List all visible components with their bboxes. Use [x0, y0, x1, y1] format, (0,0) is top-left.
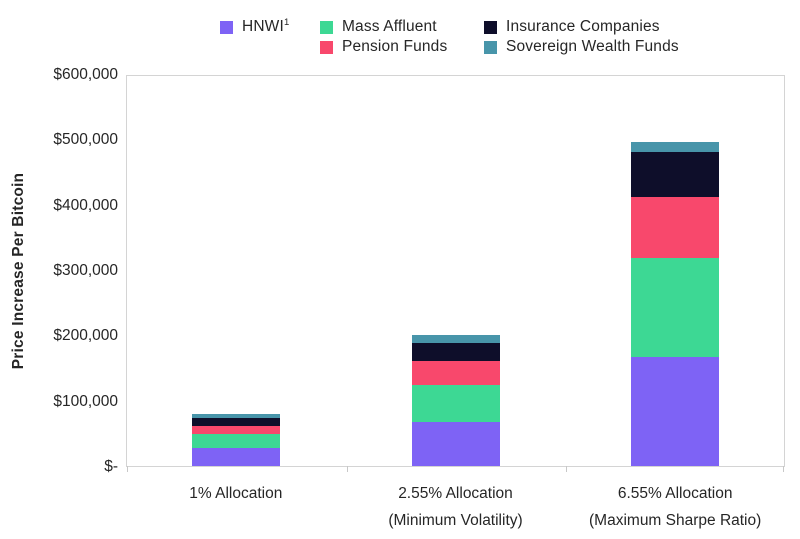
legend-item-pension-funds: Pension Funds [320, 37, 447, 57]
footnote-marker: 1 [283, 16, 290, 28]
x-axis-tick [783, 466, 784, 472]
legend-label-sovereign-wealth-funds: Sovereign Wealth Funds [506, 38, 679, 55]
x-axis-category-line1: 6.55% Allocation [617, 485, 733, 502]
x-axis-category-label: 6.55% Allocation (Maximum Sharpe Ratio) [555, 480, 795, 534]
bar-segment-insurance-companies [631, 152, 720, 197]
x-axis-category-label: 2.55% Allocation (Minimum Volatility) [336, 480, 576, 534]
plot-area [126, 75, 785, 472]
legend-column: HNWI1 [220, 17, 289, 37]
insurance-companies-swatch-icon [484, 20, 497, 34]
x-axis-tick [127, 466, 128, 472]
y-axis-tick-label: $500,000 [53, 131, 118, 149]
x-axis-category-label: 1% Allocation [116, 480, 356, 507]
bar-segment-insurance-companies [191, 417, 280, 426]
pension-funds-swatch-icon [320, 40, 333, 54]
x-axis-category-line2: (Maximum Sharpe Ratio) [589, 512, 762, 529]
mass-affluent-swatch-icon [320, 20, 333, 34]
legend-label-insurance-companies: Insurance Companies [506, 18, 660, 35]
x-axis-tick [346, 466, 348, 472]
y-axis-tick-label: $- [104, 458, 118, 475]
bar-segment-mass-affluent [411, 385, 500, 423]
legend-label-mass-affluent: Mass Affluent [342, 18, 437, 35]
legend-label-hnwi: HNWI1 [242, 16, 290, 35]
y-axis-tick-label: $100,000 [53, 392, 118, 410]
bar-segment-mass-affluent [631, 258, 720, 357]
legend-item-insurance-companies: Insurance Companies [484, 17, 679, 37]
legend-item-sovereign-wealth-funds: Sovereign Wealth Funds [484, 37, 679, 57]
legend-label-pension-funds: Pension Funds [342, 38, 448, 55]
y-axis-tick-label: $200,000 [53, 327, 118, 345]
x-axis-category-line1: 2.55% Allocation [398, 485, 513, 502]
bar-segment-sovereign-wealth-funds [411, 335, 500, 343]
bar-category-3 [631, 141, 720, 466]
x-axis-category-line2: (Minimum Volatility) [388, 512, 523, 529]
y-axis-tick-label: $600,000 [53, 66, 118, 83]
bar-segment-insurance-companies [411, 342, 500, 361]
bar-segment-sovereign-wealth-funds [631, 141, 720, 153]
bar-segment-pension-funds [411, 360, 500, 385]
bar-segment-mass-affluent [191, 434, 280, 449]
y-axis-tick-label: $300,000 [53, 262, 118, 279]
bar-segment-pension-funds [191, 425, 280, 435]
legend-column: Insurance Companies Sovereign Wealth Fund… [484, 17, 679, 57]
bar-segment-hnwi [411, 422, 500, 466]
bar-segment-sovereign-wealth-funds [191, 414, 280, 418]
hnwi-swatch-icon [220, 20, 233, 34]
legend-item-hnwi: HNWI1 [220, 17, 289, 37]
x-axis-tick [566, 466, 568, 472]
x-axis-category-line1: 1% Allocation [189, 485, 283, 502]
bar-segment-hnwi [191, 448, 280, 466]
bar-category-1 [191, 414, 280, 466]
sovereign-wealth-funds-swatch-icon [484, 40, 497, 54]
legend-item-mass-affluent: Mass Affluent [320, 17, 447, 37]
bar-segment-hnwi [631, 356, 720, 466]
y-axis-tick-label: $400,000 [53, 196, 118, 214]
bar-category-2 [411, 335, 500, 466]
legend-column: Mass Affluent Pension Funds [320, 17, 447, 57]
bar-segment-pension-funds [631, 196, 720, 259]
